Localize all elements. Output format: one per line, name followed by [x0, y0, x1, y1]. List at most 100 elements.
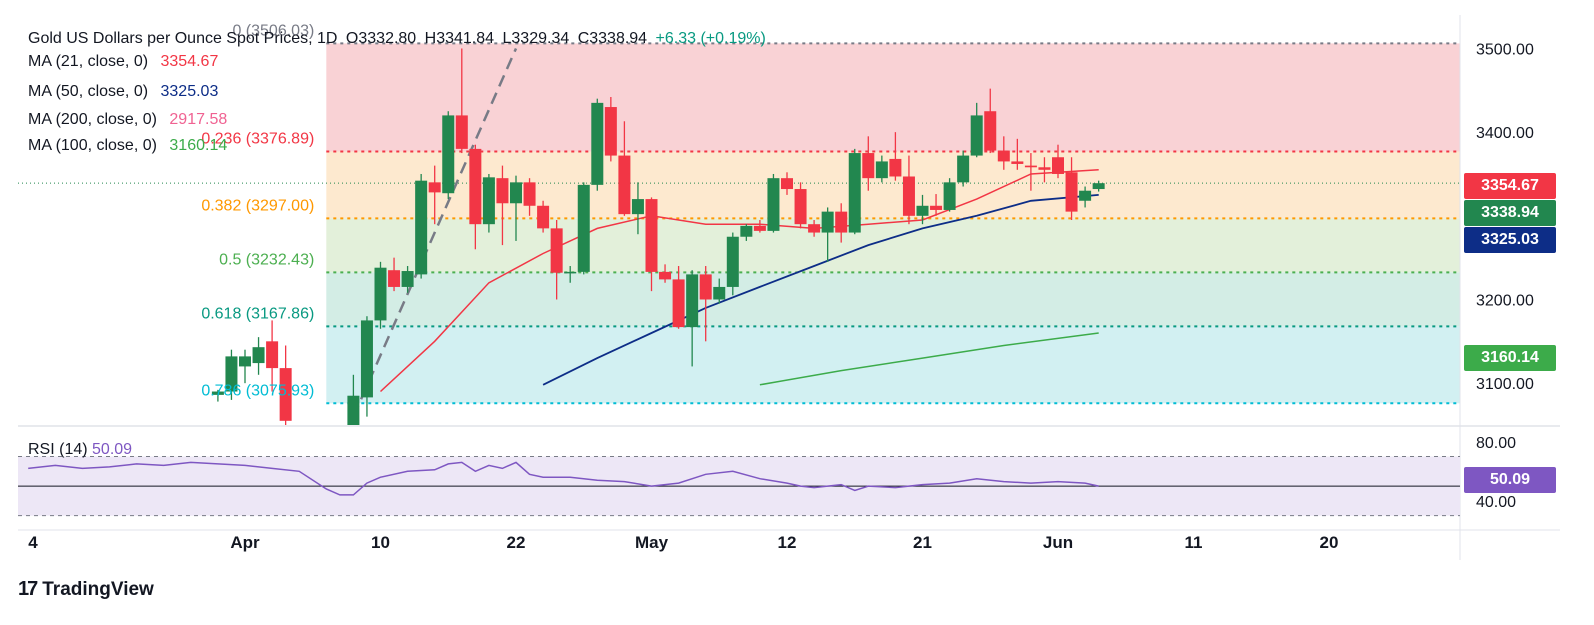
candle-body	[482, 177, 495, 225]
candle	[970, 102, 983, 158]
candle	[699, 266, 712, 342]
candle	[401, 266, 414, 293]
candle	[469, 144, 482, 250]
candle	[740, 224, 753, 241]
candle	[645, 197, 658, 292]
ma100-legend[interactable]: MA (100, close, 0) 3160.14	[28, 137, 227, 155]
candle-body	[347, 395, 360, 425]
low-value: L3329.34	[502, 30, 570, 47]
x-tick-label: 22	[507, 533, 526, 552]
ma100-value: 3160.14	[169, 137, 228, 154]
candle	[1011, 138, 1024, 170]
candle	[482, 173, 495, 233]
candle-body	[266, 341, 279, 369]
candle	[618, 121, 631, 216]
candle	[1092, 180, 1105, 192]
candle-body	[239, 356, 251, 367]
ma200-value: 2917.58	[169, 111, 228, 128]
candle-body	[659, 271, 672, 280]
candle-body	[1024, 165, 1037, 168]
candle	[225, 349, 238, 400]
candle-body	[713, 286, 726, 300]
rsi-legend[interactable]: RSI (14) 50.09	[28, 441, 132, 459]
brand-name: TradingView	[42, 578, 154, 600]
candle	[753, 220, 766, 233]
candle-body	[943, 182, 956, 210]
candle	[1024, 153, 1037, 191]
candle	[1038, 157, 1051, 183]
candle-body	[889, 158, 902, 177]
candle	[713, 278, 726, 304]
candle-body	[550, 228, 563, 273]
candle	[537, 200, 550, 233]
candle	[930, 194, 943, 216]
ma200-legend[interactable]: MA (200, close, 0) 2917.58	[28, 111, 227, 129]
ma200-name: MA (200, close, 0)	[28, 111, 157, 128]
fib-zone-0.618	[326, 326, 1460, 404]
candle-body	[1079, 190, 1092, 201]
fib-zone-0	[326, 43, 1460, 152]
x-tick-label: Jun	[1043, 533, 1073, 552]
candle	[767, 173, 780, 233]
candle	[455, 48, 468, 154]
candle	[794, 182, 807, 229]
candle	[984, 88, 997, 154]
rsi-value-tag: 50.09	[1464, 467, 1556, 493]
ma100-name: MA (100, close, 0)	[28, 137, 157, 154]
fib-label-0.382: 0.382 (3297.00)	[201, 197, 314, 214]
candle	[577, 182, 590, 275]
candle-body	[252, 347, 265, 364]
ma100-price-tag: 3160.14	[1464, 345, 1556, 371]
candle	[672, 266, 685, 329]
candle-body	[794, 189, 807, 225]
x-tick-label: 4	[28, 533, 38, 552]
y-tick-label: 3100.00	[1476, 376, 1534, 393]
x-tick-label: 11	[1185, 533, 1203, 552]
ma50-legend[interactable]: MA (50, close, 0) 3325.03	[28, 83, 218, 101]
candle	[496, 165, 509, 246]
candle	[821, 207, 834, 262]
candle-body	[415, 180, 428, 275]
symbol-title: Gold US Dollars per Ounce Spot Prices, 1…	[28, 30, 338, 47]
candle	[279, 345, 292, 425]
price-chart[interactable]: 0 (3506.03) 0.236 (3376.89) 0.382 (3297.00…	[0, 0, 1594, 570]
candle	[347, 374, 360, 425]
tradingview-brand[interactable]: 17 TradingView	[18, 578, 154, 601]
candle-body	[1038, 167, 1051, 170]
fib-zone-0.5	[326, 272, 1460, 327]
fib-label-0: 0 (3506.03)	[232, 22, 314, 39]
candle-body	[984, 111, 997, 151]
candle-body	[537, 205, 550, 229]
candle-body	[753, 225, 766, 231]
candle-body	[1052, 157, 1064, 174]
candle-body	[902, 176, 915, 216]
x-tick-label: 21	[913, 533, 932, 552]
candle	[591, 98, 604, 191]
candle	[943, 178, 956, 212]
price-pane	[18, 42, 1460, 425]
candle	[686, 270, 699, 367]
rsi-name: RSI (14)	[28, 441, 88, 458]
rsi-tick-label: 80.00	[1476, 435, 1516, 452]
high-value: H3341.84	[424, 30, 495, 47]
tradingview-logo-icon: 17	[18, 578, 38, 600]
candle	[428, 165, 441, 225]
ma100-line	[759, 332, 1099, 386]
ma50-line	[542, 194, 1099, 386]
candle-body	[455, 115, 468, 149]
candle-body	[510, 182, 522, 204]
candle-body	[604, 107, 617, 156]
candle	[211, 389, 224, 402]
ma50-price-tag: 3325.03	[1464, 227, 1556, 253]
candle	[781, 172, 793, 195]
candle	[374, 261, 387, 329]
candle-body	[401, 271, 414, 287]
ma21-legend[interactable]: MA (21, close, 0) 3354.67	[28, 53, 218, 71]
ma50-name: MA (50, close, 0)	[28, 83, 149, 100]
candle	[1065, 157, 1078, 220]
candle-body	[821, 211, 834, 233]
candle	[997, 136, 1010, 170]
candle	[550, 220, 563, 300]
candle	[604, 97, 617, 162]
rsi-pane	[18, 456, 1460, 517]
